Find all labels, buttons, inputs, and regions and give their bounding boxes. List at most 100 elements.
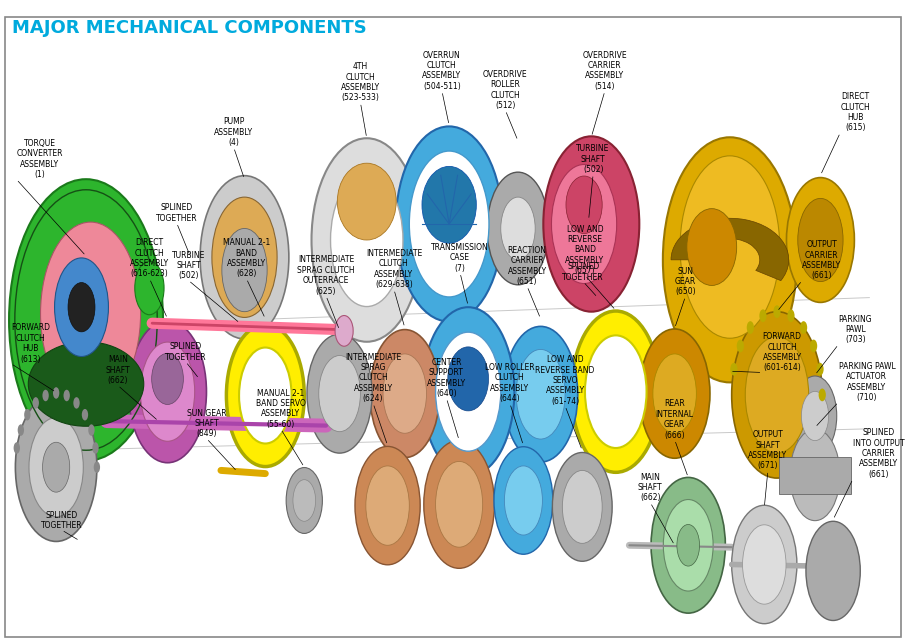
Text: MANUAL 2-1
BAND
ASSEMBLY
(628): MANUAL 2-1 BAND ASSEMBLY (628) <box>223 238 270 278</box>
Ellipse shape <box>732 312 823 478</box>
Text: SPLINED
TOGETHER: SPLINED TOGETHER <box>165 342 206 362</box>
Ellipse shape <box>135 261 164 315</box>
Text: SUN GEAR
SHAFT
(849): SUN GEAR SHAFT (849) <box>187 408 226 438</box>
Ellipse shape <box>128 321 206 463</box>
Wedge shape <box>671 218 789 280</box>
Ellipse shape <box>773 305 780 318</box>
Ellipse shape <box>788 309 794 322</box>
Ellipse shape <box>798 198 843 282</box>
Ellipse shape <box>335 316 354 346</box>
Ellipse shape <box>33 397 39 409</box>
Ellipse shape <box>639 329 710 458</box>
Text: TURBINE
SHAFT
(502): TURBINE SHAFT (502) <box>576 144 610 174</box>
Ellipse shape <box>286 467 322 534</box>
Ellipse shape <box>73 397 80 409</box>
Ellipse shape <box>572 311 660 472</box>
Ellipse shape <box>396 127 503 321</box>
Text: REAR
INTERNAL
GEAR
(666): REAR INTERNAL GEAR (666) <box>656 399 693 440</box>
Text: MAIN
SHAFT
(662): MAIN SHAFT (662) <box>638 472 662 502</box>
Ellipse shape <box>82 409 88 420</box>
Ellipse shape <box>743 525 786 604</box>
Ellipse shape <box>448 347 488 411</box>
Ellipse shape <box>504 326 578 462</box>
Ellipse shape <box>787 178 855 303</box>
Ellipse shape <box>40 222 140 405</box>
Ellipse shape <box>793 376 836 456</box>
Ellipse shape <box>152 353 183 404</box>
Ellipse shape <box>55 258 108 356</box>
Ellipse shape <box>355 447 420 565</box>
Ellipse shape <box>63 390 70 401</box>
Text: MANUAL 2-1
BAND SERVO
ASSEMBLY
(55-60): MANUAL 2-1 BAND SERVO ASSEMBLY (55-60) <box>256 388 306 429</box>
Ellipse shape <box>93 442 99 454</box>
Ellipse shape <box>802 392 829 441</box>
Ellipse shape <box>42 390 49 401</box>
Ellipse shape <box>736 340 744 353</box>
Ellipse shape <box>140 342 195 442</box>
Text: LOW AND
REVERSE BAND
SERVO
ASSEMBLY
(61-74): LOW AND REVERSE BAND SERVO ASSEMBLY (61-… <box>535 355 594 406</box>
Ellipse shape <box>319 356 360 432</box>
Text: REACTION
CARRIER
ASSEMBLY
(651): REACTION CARRIER ASSEMBLY (651) <box>507 246 547 286</box>
Text: SPLINED
TOGETHER: SPLINED TOGETHER <box>156 204 197 223</box>
Ellipse shape <box>331 173 403 307</box>
Text: SPLINED
TOGETHER: SPLINED TOGETHER <box>41 511 82 530</box>
Ellipse shape <box>24 409 30 420</box>
Ellipse shape <box>222 228 267 312</box>
Ellipse shape <box>730 363 737 376</box>
Ellipse shape <box>494 447 553 554</box>
Ellipse shape <box>566 176 602 234</box>
Ellipse shape <box>653 354 696 433</box>
Text: DIRECT
CLUTCH
ASSEMBLY
(616-623): DIRECT CLUTCH ASSEMBLY (616-623) <box>130 238 169 278</box>
Text: INTERMEDIATE
SPRAG
CLUTCH
ASSEMBLY
(624): INTERMEDIATE SPRAG CLUTCH ASSEMBLY (624) <box>345 353 401 403</box>
Text: TORQUE
CONVERTER
ASSEMBLY
(1): TORQUE CONVERTER ASSEMBLY (1) <box>16 139 63 179</box>
Ellipse shape <box>226 324 304 467</box>
Ellipse shape <box>42 442 70 492</box>
Ellipse shape <box>424 440 495 568</box>
Bar <box>779 457 851 494</box>
Ellipse shape <box>88 424 94 436</box>
Text: LOW ROLLER
CLUTCH
ASSEMBLY
(644): LOW ROLLER CLUTCH ASSEMBLY (644) <box>485 363 535 403</box>
Ellipse shape <box>68 283 95 332</box>
Text: PARKING PAWL
ACTUATOR
ASSEMBLY
(710): PARKING PAWL ACTUATOR ASSEMBLY (710) <box>838 362 895 402</box>
Text: OVERDRIVE
ROLLER
CLUTCH
(512): OVERDRIVE ROLLER CLUTCH (512) <box>483 70 528 110</box>
Ellipse shape <box>516 349 565 439</box>
Text: MAJOR MECHANICAL COMPONENTS: MAJOR MECHANICAL COMPONENTS <box>12 19 366 37</box>
Text: OVERRUN
CLUTCH
ASSEMBLY
(504-511): OVERRUN CLUTCH ASSEMBLY (504-511) <box>422 51 462 91</box>
Ellipse shape <box>28 342 144 426</box>
Ellipse shape <box>53 387 60 399</box>
Ellipse shape <box>551 164 616 284</box>
Ellipse shape <box>307 334 372 453</box>
Ellipse shape <box>501 197 535 260</box>
Ellipse shape <box>436 332 501 451</box>
Text: DIRECT
CLUTCH
HUB
(615): DIRECT CLUTCH HUB (615) <box>840 92 870 132</box>
Ellipse shape <box>212 197 278 317</box>
Ellipse shape <box>422 166 476 243</box>
Ellipse shape <box>383 354 427 433</box>
Text: LOW AND
REVERSE
BAND
ASSEMBLY
(657): LOW AND REVERSE BAND ASSEMBLY (657) <box>565 225 605 275</box>
Ellipse shape <box>422 307 515 476</box>
Ellipse shape <box>687 209 736 285</box>
Ellipse shape <box>816 363 823 376</box>
Ellipse shape <box>746 337 809 453</box>
Text: INTERMEDIATE
SPRAG CLUTCH
OUTERRACE
(625): INTERMEDIATE SPRAG CLUTCH OUTERRACE (625… <box>297 255 354 296</box>
Ellipse shape <box>436 461 483 547</box>
Text: OUTPUT
CARRIER
ASSEMBLY
(661): OUTPUT CARRIER ASSEMBLY (661) <box>802 240 842 280</box>
Ellipse shape <box>806 521 860 621</box>
Ellipse shape <box>732 506 797 623</box>
Ellipse shape <box>505 466 542 535</box>
Text: INTERMEDIATE
CLUTCH
ASSEMBLY
(629-638): INTERMEDIATE CLUTCH ASSEMBLY (629-638) <box>365 249 422 289</box>
Text: TURBINE
SHAFT
(502): TURBINE SHAFT (502) <box>171 250 205 280</box>
Text: PARKING
PAWL
(703): PARKING PAWL (703) <box>838 314 872 344</box>
Ellipse shape <box>93 461 100 473</box>
Text: OUTPUT
SHAFT
ASSEMBLY
(671): OUTPUT SHAFT ASSEMBLY (671) <box>748 430 788 470</box>
Ellipse shape <box>680 156 780 339</box>
Ellipse shape <box>819 388 826 401</box>
Text: SPLINED
INTO OUTPUT
CARRIER
ASSEMBLY
(661): SPLINED INTO OUTPUT CARRIER ASSEMBLY (66… <box>853 428 905 479</box>
Ellipse shape <box>487 172 549 285</box>
Ellipse shape <box>337 163 397 240</box>
Ellipse shape <box>759 309 767 322</box>
Ellipse shape <box>810 340 817 353</box>
Ellipse shape <box>651 477 725 613</box>
Text: MAIN
SHAFT
(662): MAIN SHAFT (662) <box>105 355 130 385</box>
Ellipse shape <box>562 470 602 543</box>
